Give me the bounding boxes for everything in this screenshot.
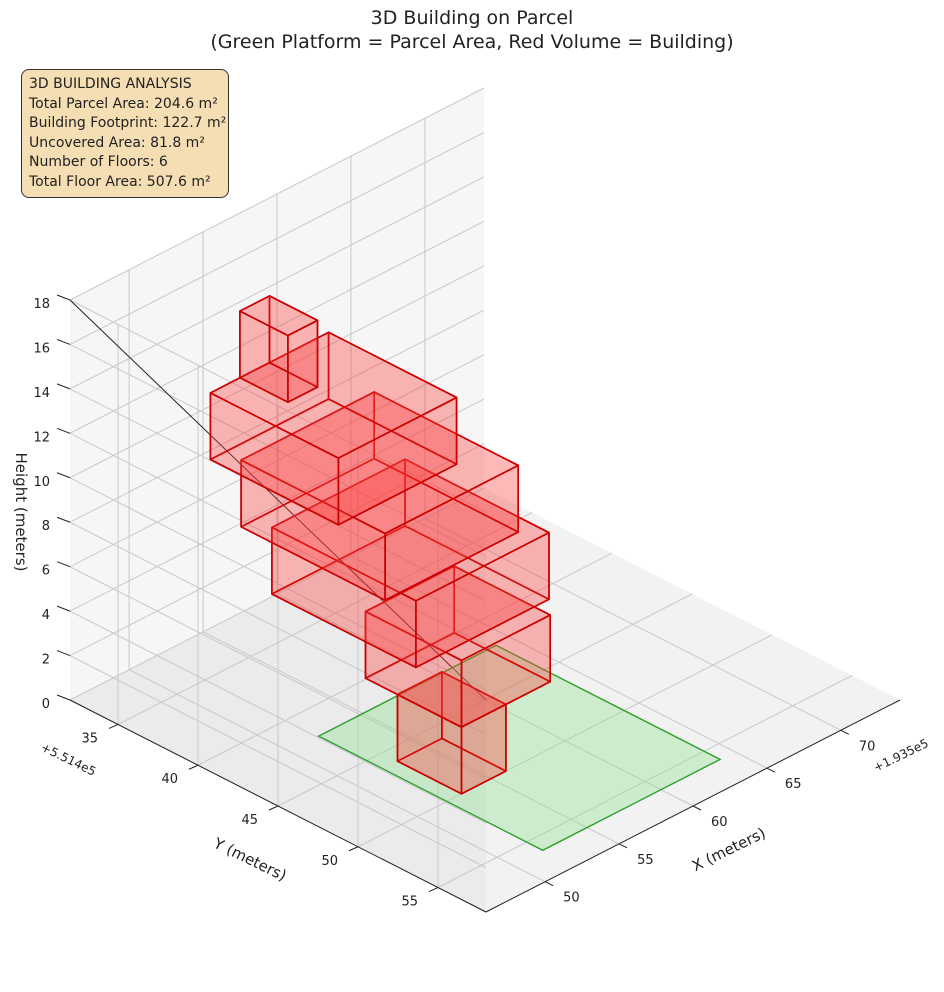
info-line-uncovered: Uncovered Area: 81.8 m² [29,134,205,151]
x-tick-label-50: 50 [563,891,580,906]
z-tick-mark-16 [56,338,71,345]
info-line-floor-area: Total Floor Area: 507.6 m² [29,173,211,190]
y-tick-label-55: 55 [401,895,418,910]
chart-title: 3D Building on Parcel (Green Platform = … [0,6,944,54]
y-axis-label: Y (meters) [210,834,289,885]
x-tick-label-65: 65 [785,777,802,792]
info-line-parcel-area: Total Parcel Area: 204.6 m² [29,95,218,112]
data-volumes [209,295,722,852]
z-tick-label-6: 6 [42,564,50,579]
x-tick-label-70: 70 [859,739,876,754]
info-line-footprint: Building Footprint: 122.7 m² [29,115,227,131]
info-heading: 3D BUILDING ANALYSIS [29,76,192,92]
z-tick-mark-10 [56,472,71,479]
x-offset-label: +1.935e5 [871,736,931,775]
z-gridline-10 [68,265,487,691]
y-tick-label-45: 45 [241,813,258,828]
x-tick-mark-60 [692,805,702,811]
z-tick-mark-2 [56,650,71,657]
floor-1 [396,670,507,795]
z-tick-mark-0 [56,694,71,701]
z-tick-label-0: 0 [42,697,50,712]
x-tick-label-55: 55 [637,853,654,868]
y-tick-mark-40 [188,764,199,770]
parcel-platform [317,644,722,852]
y-tick-mark-55 [428,887,439,892]
z-tick-label-18: 18 [33,297,50,312]
y-tick-mark-35 [108,724,119,729]
analysis-info-box: 3D BUILDING ANALYSIS Total Parcel Area: … [21,69,229,198]
floor-3-face-top [271,458,550,602]
z-tick-label-2: 2 [42,653,50,668]
y-tick-mark-45 [268,805,279,811]
floor-4 [240,391,520,602]
z-tick-mark-18 [56,294,71,301]
y-tick-label-40: 40 [161,772,178,787]
z-tick-mark-4 [56,605,71,612]
z-tick-label-10: 10 [33,475,50,490]
z-tick-label-4: 4 [42,608,50,623]
x-tick-mark-55 [618,843,628,849]
z-tick-label-12: 12 [33,430,50,445]
x-tick-mark-50 [544,881,554,887]
floor-6-face-top [239,295,319,337]
floor-2-face-top [364,565,552,662]
y-tick-mark-50 [348,846,359,852]
z-tick-mark-14 [56,383,71,390]
x-tick-label-60: 60 [711,815,728,830]
x-tick-mark-70 [840,729,850,735]
z-gridline-14 [68,176,487,602]
z-tick-mark-8 [56,516,71,523]
floor-4-face-top [240,391,520,535]
y-tick-label-35: 35 [81,731,98,746]
x-axis-label: X (meters) [689,824,769,875]
floor-6 [239,295,319,404]
z-tick-label-16: 16 [33,341,50,356]
chart-title-line1: 3D Building on Parcel [370,7,574,29]
x-tick-mark-65 [766,767,776,773]
z-tick-mark-6 [56,561,71,568]
z-gridline-6 [68,354,487,780]
z-tick-mark-12 [56,427,71,434]
chart-title-line2: (Green Platform = Parcel Area, Red Volum… [210,31,734,53]
z-tick-label-8: 8 [42,519,50,534]
z-tick-label-14: 14 [33,386,50,401]
y-tick-label-50: 50 [321,854,338,869]
info-line-floors: Number of Floors: 6 [29,154,168,170]
floor-3 [271,458,550,669]
z-axis-label: Height (meters) [12,453,30,572]
